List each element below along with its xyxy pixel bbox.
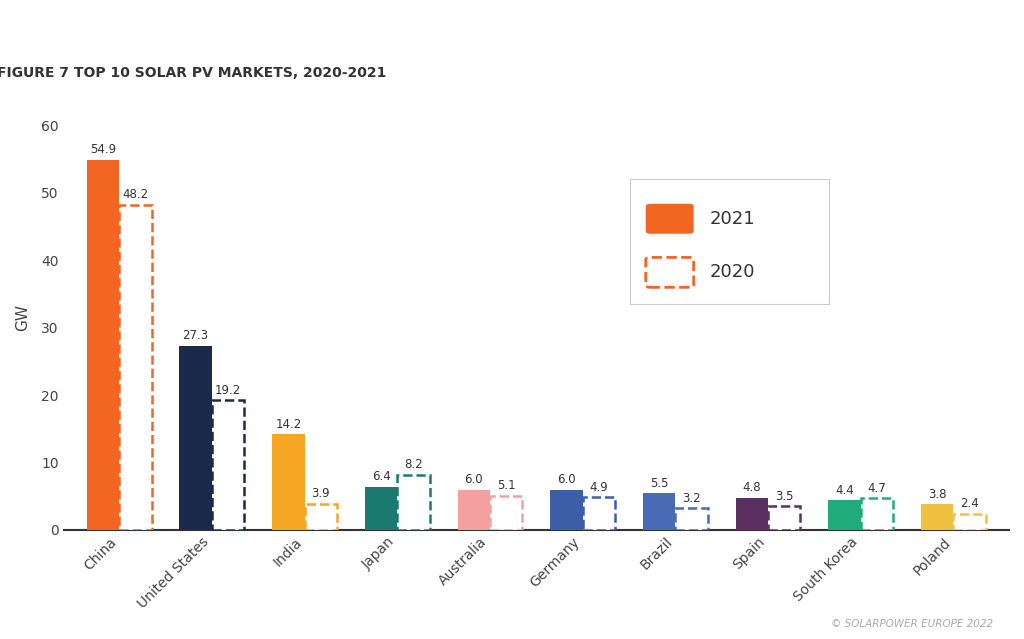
Text: 2021: 2021 bbox=[710, 210, 756, 227]
Bar bbox=[953, 514, 986, 530]
Bar bbox=[272, 434, 304, 530]
Bar bbox=[861, 498, 893, 530]
Bar bbox=[87, 160, 119, 530]
Text: 54.9: 54.9 bbox=[90, 143, 116, 156]
Text: 3.2: 3.2 bbox=[682, 492, 700, 505]
Bar bbox=[550, 489, 583, 530]
FancyBboxPatch shape bbox=[646, 204, 693, 234]
Text: © SOLARPOWER EUROPE 2022: © SOLARPOWER EUROPE 2022 bbox=[831, 619, 993, 629]
Bar bbox=[921, 504, 953, 530]
Bar bbox=[768, 506, 801, 530]
Bar bbox=[583, 497, 615, 530]
Bar bbox=[643, 493, 676, 530]
Text: 4.7: 4.7 bbox=[867, 482, 887, 495]
Text: 4.9: 4.9 bbox=[590, 481, 608, 493]
Bar bbox=[676, 509, 708, 530]
Bar bbox=[735, 498, 768, 530]
Text: 2020: 2020 bbox=[710, 263, 755, 281]
Text: 27.3: 27.3 bbox=[182, 330, 209, 343]
FancyBboxPatch shape bbox=[646, 258, 693, 288]
Bar bbox=[365, 487, 397, 530]
Bar bbox=[397, 475, 430, 530]
Bar bbox=[489, 496, 522, 530]
Text: 6.4: 6.4 bbox=[372, 470, 390, 484]
Text: 14.2: 14.2 bbox=[275, 418, 301, 431]
Text: FIGURE 7 TOP 10 SOLAR PV MARKETS, 2020-2021: FIGURE 7 TOP 10 SOLAR PV MARKETS, 2020-2… bbox=[0, 66, 387, 80]
Text: 5.5: 5.5 bbox=[650, 477, 669, 489]
Bar bbox=[458, 489, 489, 530]
Text: 48.2: 48.2 bbox=[122, 189, 148, 201]
Text: 3.9: 3.9 bbox=[311, 488, 330, 500]
Text: 4.4: 4.4 bbox=[836, 484, 854, 497]
Text: 6.0: 6.0 bbox=[465, 473, 483, 486]
Text: 19.2: 19.2 bbox=[215, 384, 242, 397]
Text: 3.8: 3.8 bbox=[928, 488, 946, 501]
Bar bbox=[304, 504, 337, 530]
Bar bbox=[212, 401, 245, 530]
Text: 2.4: 2.4 bbox=[961, 497, 979, 511]
Bar bbox=[179, 346, 212, 530]
Y-axis label: GW: GW bbox=[15, 304, 30, 331]
Text: 6.0: 6.0 bbox=[557, 473, 575, 486]
Bar bbox=[119, 204, 152, 530]
Text: 4.8: 4.8 bbox=[742, 481, 761, 494]
Text: 5.1: 5.1 bbox=[497, 479, 515, 492]
Bar bbox=[828, 500, 861, 530]
Text: 3.5: 3.5 bbox=[775, 490, 794, 503]
Text: 8.2: 8.2 bbox=[404, 458, 423, 472]
